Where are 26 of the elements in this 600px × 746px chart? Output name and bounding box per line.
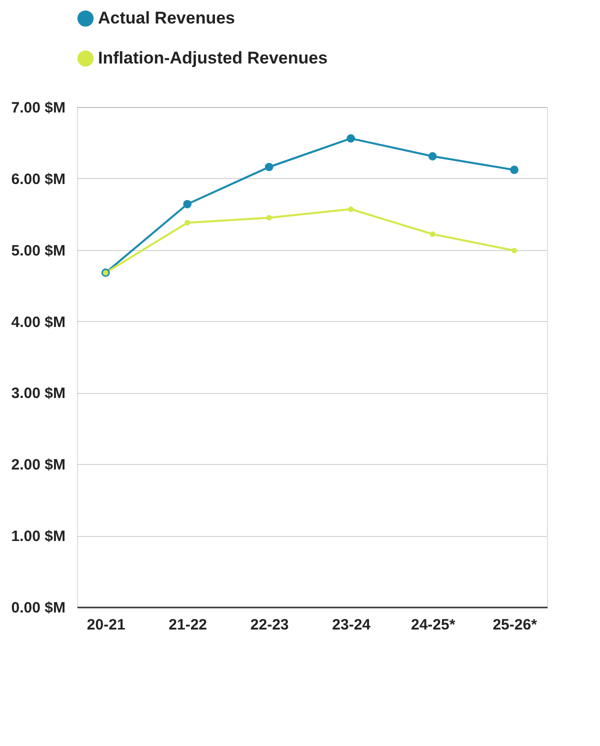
point bbox=[266, 214, 272, 220]
y-tick-label: 6.00 $M bbox=[11, 170, 66, 188]
x-tick-label: 24-25* bbox=[410, 616, 456, 634]
x-tick-label: 23-24 bbox=[332, 616, 372, 634]
point bbox=[264, 162, 274, 172]
point bbox=[428, 152, 437, 160]
y-tick-label: 7.00 $M bbox=[11, 100, 66, 116]
legend-label: Inflation-Adjusted Revenues bbox=[98, 48, 328, 68]
point bbox=[348, 206, 354, 212]
y-tick-label: 4.00 $M bbox=[11, 314, 66, 331]
point bbox=[512, 248, 518, 254]
y-tick-label: 2.00 $M bbox=[11, 456, 66, 474]
point bbox=[184, 220, 190, 226]
point bbox=[510, 166, 518, 174]
x-tick-label: 21-22 bbox=[168, 616, 208, 634]
y-tick-label: 3.00 $M bbox=[11, 385, 66, 402]
y-tick-label: 1.00 $M bbox=[11, 528, 66, 546]
y-tick-label: 0.00 $M bbox=[11, 600, 66, 616]
point bbox=[430, 231, 436, 237]
point bbox=[346, 134, 356, 143]
point bbox=[183, 200, 192, 208]
x-tick-label: 22-23 bbox=[250, 616, 289, 634]
y-tick-label: 5.00 $M bbox=[11, 242, 66, 260]
legend-label: Actual Revenues bbox=[98, 8, 235, 28]
x-tick-label: 20-21 bbox=[86, 616, 126, 634]
x-tick-label: 25-26* bbox=[492, 616, 538, 634]
